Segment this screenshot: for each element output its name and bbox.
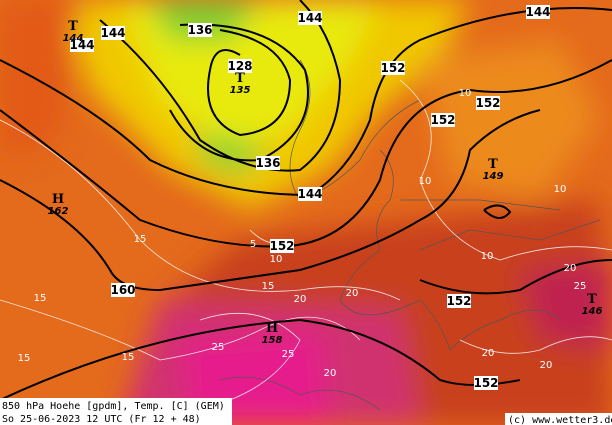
center-value: 146 (582, 306, 603, 317)
temperature-label: 10 (270, 254, 283, 265)
temperature-label: 20 (346, 288, 359, 299)
credit: (c) www.wetter3.de (508, 415, 612, 425)
height-label: 152 (269, 239, 294, 253)
temperature-label: 25 (282, 349, 295, 360)
footer-box (0, 398, 232, 425)
footer-line: So 25-06-2023 12 UTC (Fr 12 + 48) (2, 414, 201, 425)
height-label-box (431, 113, 455, 127)
height-label-box (381, 61, 405, 75)
center-letter: H (266, 321, 278, 336)
height-label: 144 (100, 26, 125, 40)
temperature-label: 25 (574, 281, 587, 292)
center-letter: T (488, 157, 498, 172)
temperature-label: 20 (324, 368, 337, 379)
temperature-label: 10 (459, 88, 472, 99)
height-label-box (447, 294, 471, 308)
temperature-label: 25 (212, 342, 225, 353)
height-label-box (298, 187, 322, 201)
temperature-label: 20 (540, 360, 553, 371)
height-label: 152 (473, 376, 498, 390)
height-label-box (474, 376, 498, 390)
height-label: 160 (110, 283, 135, 297)
height-label: 144 (69, 38, 94, 52)
temperature-label: 10 (419, 176, 432, 187)
center-letter: H (52, 192, 64, 207)
height-label: 144 (297, 187, 322, 201)
temperature-label: 10 (554, 184, 567, 195)
height-label-box (270, 239, 294, 253)
credit-box (505, 413, 612, 425)
height-label: 152 (446, 294, 471, 308)
center-value: 144 (63, 33, 84, 44)
height-label-box (526, 5, 550, 19)
center-letter: T (235, 71, 245, 86)
height-label-box (188, 23, 212, 37)
center-value: 135 (230, 85, 251, 96)
height-label-box (111, 283, 135, 297)
temperature-label: 10 (481, 251, 494, 262)
temperature-label: 15 (18, 353, 31, 364)
height-label: 136 (187, 23, 212, 37)
height-label: 136 (255, 156, 280, 170)
height-label-box (256, 156, 280, 170)
height-label-box (70, 38, 94, 52)
height-label-box (476, 96, 500, 110)
temperature-label: 5 (250, 239, 256, 250)
height-label: 144 (297, 11, 322, 25)
temperature-label: 15 (122, 352, 135, 363)
height-label-box (228, 59, 252, 73)
temperature-label: 20 (482, 348, 495, 359)
temperature-label: 20 (564, 263, 577, 274)
center-value: 149 (483, 171, 504, 182)
footer-line: 850 hPa Hoehe [gpdm], Temp. [C] (GEM) (2, 401, 225, 412)
temperature-label: 20 (294, 294, 307, 305)
temperature-label: 15 (262, 281, 275, 292)
temperature-label: 15 (134, 234, 147, 245)
center-letter: T (587, 292, 597, 307)
temperature-label: 15 (34, 293, 47, 304)
center-value: 162 (48, 206, 69, 217)
height-label: 152 (380, 61, 405, 75)
height-label: 128 (227, 59, 252, 73)
center-letter: T (68, 19, 78, 34)
height-label: 152 (430, 113, 455, 127)
height-label: 152 (475, 96, 500, 110)
height-label-box (101, 26, 125, 40)
height-label: 144 (525, 5, 550, 19)
height-label-box (298, 11, 322, 25)
height-contours (0, 0, 612, 401)
center-value: 158 (262, 335, 283, 346)
